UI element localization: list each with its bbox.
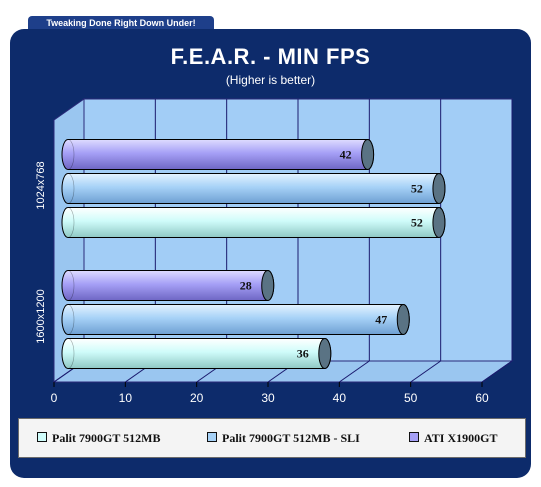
bar — [61, 139, 375, 170]
category-label: 1024x768 — [35, 161, 47, 209]
bar-base-edge — [61, 173, 75, 204]
legend-swatch-palit-7900gt-sli — [207, 432, 217, 442]
bar — [61, 207, 446, 238]
legend-label-ati-x1900gt: ATI X1900GT — [424, 431, 498, 445]
site-banner: Tweaking Done Right Down Under! — [28, 16, 214, 30]
bar-cap — [318, 338, 332, 369]
bar — [61, 304, 410, 335]
bar-base-edge — [61, 139, 75, 170]
legend-item-ati-x1900gt: ATI X1900GT — [409, 431, 497, 446]
floor-gridline — [481, 360, 513, 383]
data-label: 36 — [297, 347, 309, 361]
bar-base-edge — [61, 207, 75, 238]
data-label: 28 — [240, 279, 252, 293]
x-tick-label: 40 — [333, 391, 347, 405]
legend-swatch-palit-7900gt — [37, 432, 47, 442]
legend-swatch-ati-x1900gt — [409, 432, 419, 442]
bar-cap — [432, 173, 446, 204]
bar-base-edge — [61, 270, 75, 301]
bar-cap — [361, 139, 375, 170]
bar-base-edge — [61, 338, 75, 369]
bar — [61, 338, 332, 369]
x-tick-label: 50 — [404, 391, 418, 405]
x-tick-label: 20 — [190, 391, 204, 405]
chart-legend: Palit 7900GT 512MB Palit 7900GT 512MB - … — [18, 418, 526, 458]
floor-gridline — [339, 360, 370, 383]
legend-label-palit-7900gt: Palit 7900GT 512MB — [52, 431, 161, 445]
data-label: 42 — [340, 148, 352, 162]
chart-title: F.E.A.R. - MIN FPS — [170, 44, 371, 69]
x-tick-label: 10 — [119, 391, 133, 405]
floor-gridline — [410, 360, 441, 383]
x-tick-label: 30 — [261, 391, 275, 405]
bar — [61, 173, 446, 204]
bar-base-edge — [61, 304, 75, 335]
legend-item-palit-7900gt-sli: Palit 7900GT 512MB - SLI — [207, 431, 360, 446]
data-label: 52 — [411, 182, 423, 196]
chart-subtitle: (Higher is better) — [225, 73, 316, 87]
bar-cap — [261, 270, 275, 301]
x-tick-label: 60 — [475, 391, 489, 405]
data-label: 52 — [411, 216, 423, 230]
legend-item-palit-7900gt: Palit 7900GT 512MB — [37, 431, 160, 446]
legend-label-palit-7900gt-sli: Palit 7900GT 512MB - SLI — [222, 431, 360, 445]
x-tick-label: 0 — [51, 391, 58, 405]
category-label: 1600x1200 — [35, 289, 47, 343]
bar-cap — [396, 304, 410, 335]
bar-cap — [432, 207, 446, 238]
data-label: 47 — [375, 313, 387, 327]
